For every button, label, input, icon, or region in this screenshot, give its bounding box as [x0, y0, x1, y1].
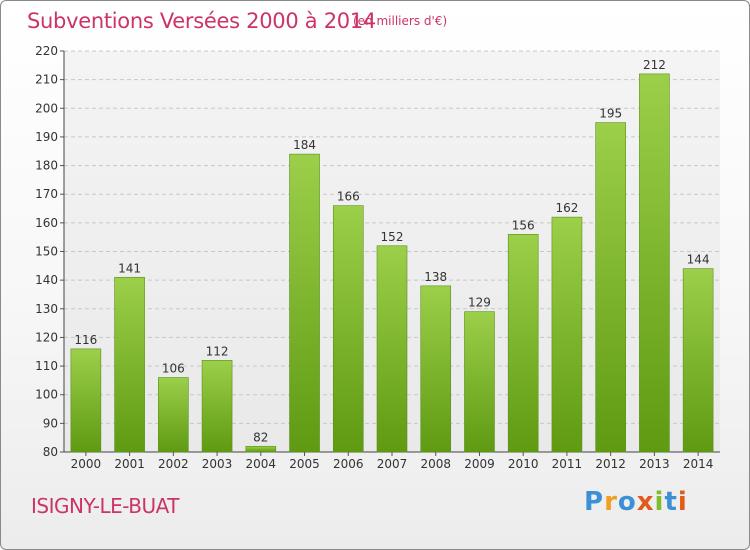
x-tick-label-2013: 2013 [639, 457, 670, 471]
y-tick-label: 130 [35, 302, 58, 316]
x-tick-label-2009: 2009 [464, 457, 495, 471]
value-label-2005: 184 [293, 138, 316, 152]
value-label-2012: 195 [599, 107, 622, 121]
bar-2004 [245, 445, 277, 453]
y-tick-label: 200 [35, 101, 58, 115]
y-tick-label: 120 [35, 330, 58, 344]
bar-2014 [682, 268, 714, 453]
y-tick-label: 140 [35, 273, 58, 287]
y-tick-label: 110 [35, 359, 58, 373]
y-tick-label: 190 [35, 130, 58, 144]
x-tick-label-2005: 2005 [289, 457, 320, 471]
logo-letter: i [654, 487, 665, 517]
value-label-2010: 156 [512, 218, 535, 232]
municipality-name: ISIGNY-LE-BUAT [31, 494, 180, 518]
bar-2001 [114, 276, 145, 453]
x-tick-label-2014: 2014 [683, 457, 714, 471]
chart-title: Subventions Versées 2000 à 2014 [27, 9, 376, 33]
bar-2003 [201, 360, 233, 453]
y-tick-label: 90 [43, 416, 58, 430]
logo-letter: o [617, 487, 637, 517]
chart-subtitle: (en milliers d'€) [353, 14, 448, 28]
value-label-2014: 144 [687, 253, 710, 267]
bar-2008 [420, 285, 452, 453]
x-tick-label-2012: 2012 [595, 457, 626, 471]
bar-2013 [639, 73, 670, 453]
logo-letter: i [677, 487, 688, 517]
y-tick-label: 180 [35, 159, 58, 173]
x-tick-label-2011: 2011 [552, 457, 583, 471]
value-label-2000: 116 [74, 333, 97, 347]
x-tick-label-2001: 2001 [114, 457, 145, 471]
value-label-2013: 212 [643, 58, 666, 72]
value-label-2006: 166 [337, 190, 360, 204]
y-tick-label: 220 [35, 44, 58, 58]
y-tick-label: 80 [43, 445, 58, 459]
y-tick-label: 160 [35, 216, 58, 230]
x-tick-label-2006: 2006 [333, 457, 364, 471]
y-tick-label: 170 [35, 187, 58, 201]
x-tick-label-2003: 2003 [202, 457, 233, 471]
x-tick-label-2007: 2007 [377, 457, 408, 471]
bar-2012 [595, 122, 626, 453]
x-tick-label-2008: 2008 [420, 457, 451, 471]
bar-2011 [551, 216, 583, 453]
proxiti-logo: Proxiti [584, 487, 688, 517]
y-tick-label: 150 [35, 245, 58, 259]
logo-letter: r [604, 487, 618, 517]
bar-2005 [289, 153, 320, 453]
x-tick-label-2004: 2004 [246, 457, 277, 471]
value-label-2003: 112 [206, 344, 229, 358]
bar-2002 [158, 377, 189, 453]
value-label-2002: 106 [162, 362, 185, 376]
y-tick-label: 210 [35, 73, 58, 87]
value-label-2007: 152 [381, 230, 404, 244]
bar-2006 [332, 205, 364, 453]
bar-2000 [70, 348, 102, 453]
value-label-2008: 138 [424, 270, 447, 284]
x-tick-label-2010: 2010 [508, 457, 539, 471]
logo-letter: t [664, 487, 678, 517]
value-label-2011: 162 [555, 201, 578, 215]
logo-letter: x [636, 487, 655, 517]
logo-letter: P [584, 487, 605, 517]
bar-2007 [376, 245, 408, 453]
x-tick-label-2002: 2002 [158, 457, 189, 471]
x-tick-label-2000: 2000 [71, 457, 102, 471]
value-label-2009: 129 [468, 296, 491, 310]
y-tick-label: 100 [35, 388, 58, 402]
bar-2010 [507, 234, 539, 453]
value-label-2004: 82 [253, 430, 268, 444]
value-label-2001: 141 [118, 261, 141, 275]
bar-2009 [464, 311, 495, 453]
